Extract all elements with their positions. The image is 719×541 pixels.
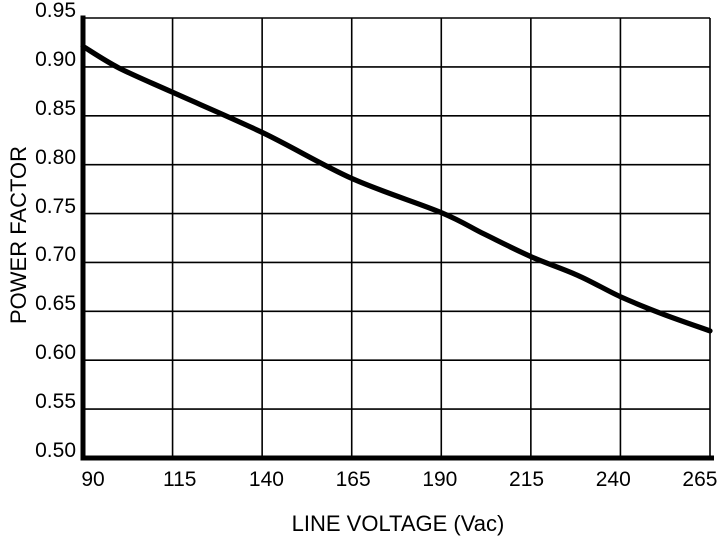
y-tick-label: 0.85 [35,96,76,120]
x-tick-label: 240 [595,468,631,491]
x-tick-label: 165 [335,468,371,491]
y-tick-label: 0.95 [35,0,76,22]
y-axis-title: POWER FACTOR [6,145,31,325]
x-tick-label: 190 [422,468,458,491]
x-tick-label: 215 [509,468,545,491]
y-tick-label: 0.50 [35,439,76,462]
power-factor-curve [80,43,713,334]
y-tick-label: 0.80 [35,145,76,169]
y-tick-label: 0.60 [35,341,76,365]
y-tick-label: 0.75 [35,194,76,218]
x-tick-label: 115 [162,468,197,491]
x-tick-label: 265 [682,468,718,491]
y-tick-label: 0.70 [35,243,76,267]
x-tick-label: 90 [81,468,105,491]
y-tick-label: 0.65 [35,292,76,316]
x-tick-label: 140 [248,468,284,491]
x-axis-title: LINE VOLTAGE (Vac) [291,511,505,536]
y-tick-label: 0.55 [35,390,76,414]
y-tick-label: 0.90 [35,47,76,71]
